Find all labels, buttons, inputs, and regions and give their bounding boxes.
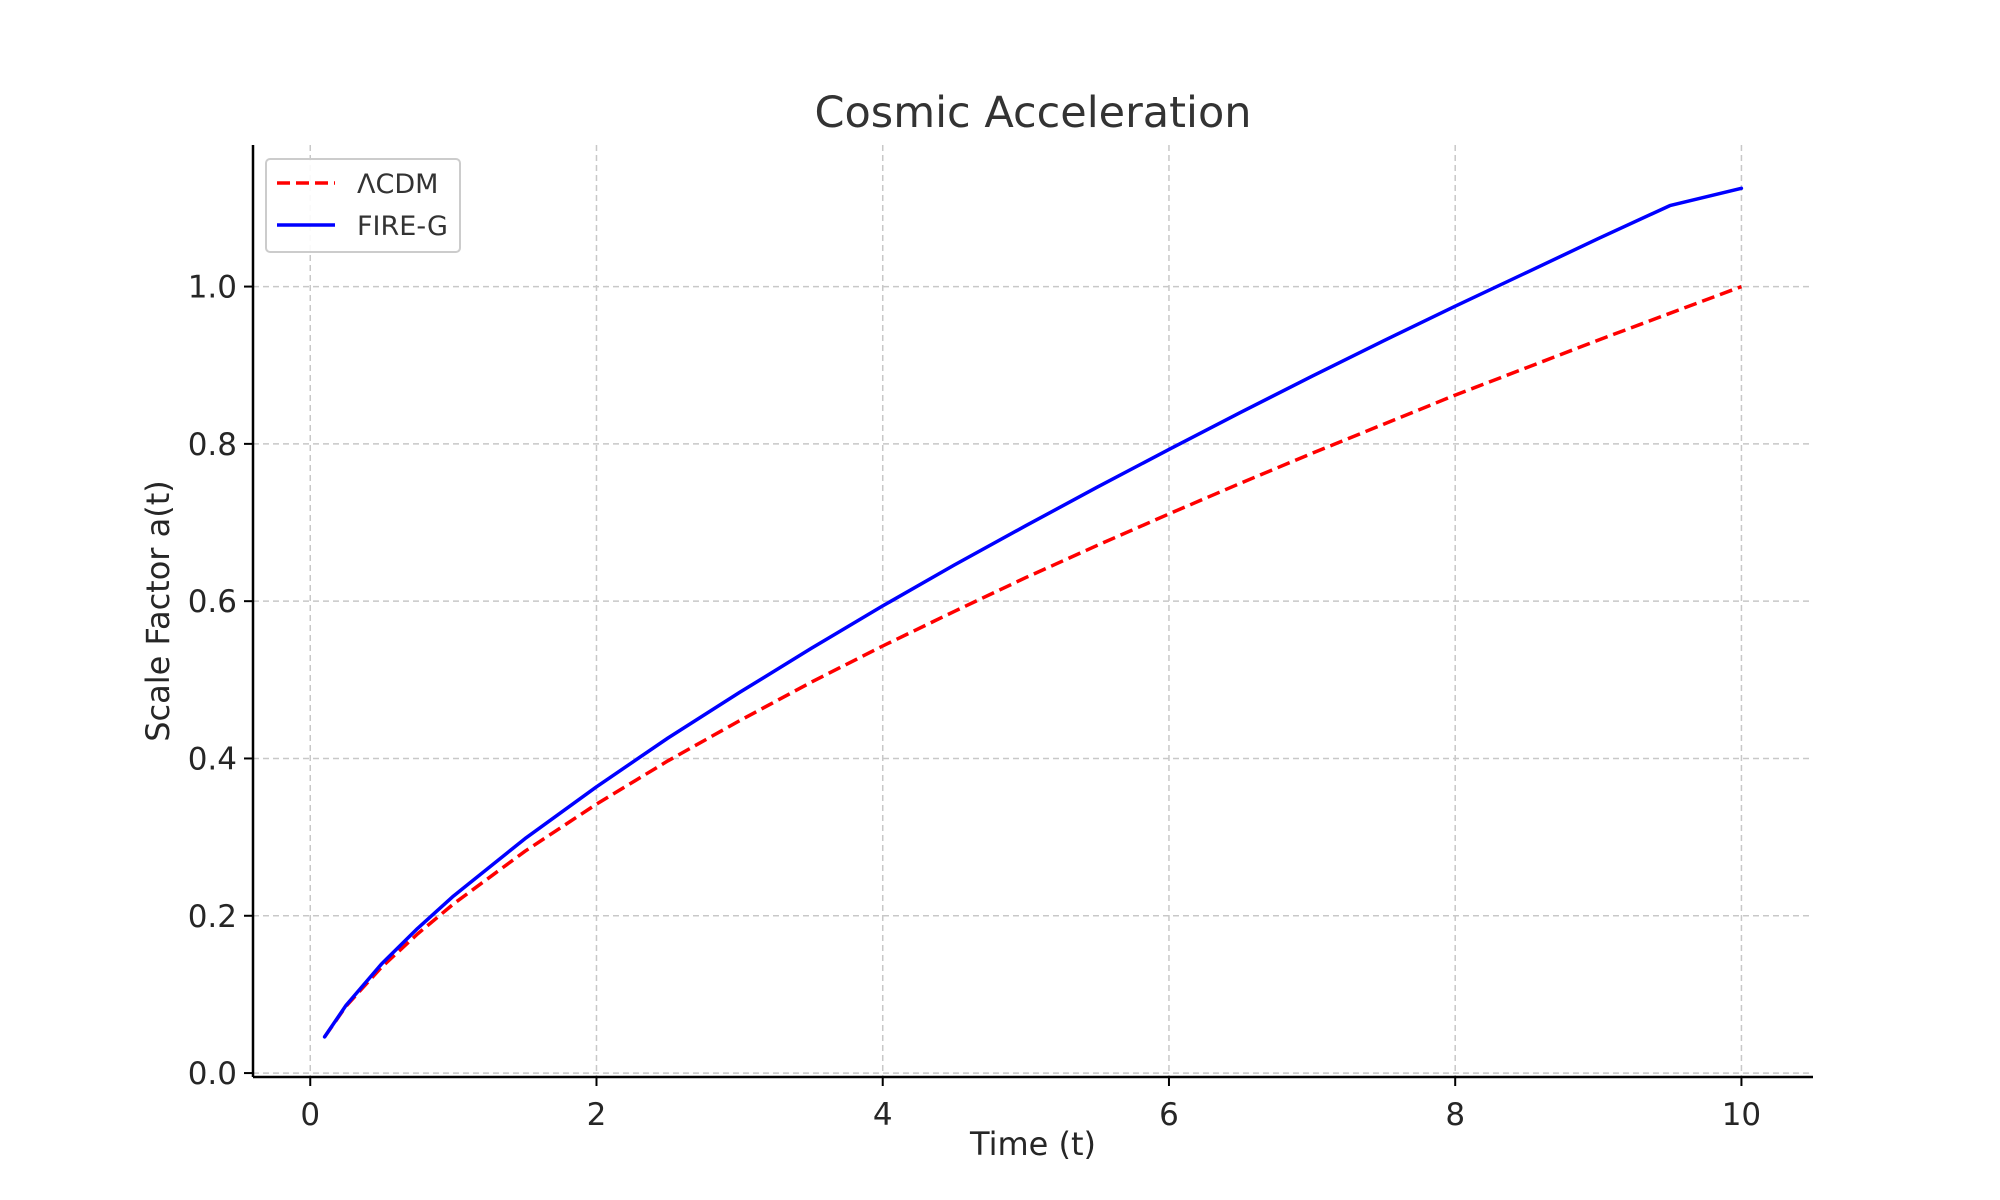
legend-label-lcdm: ΛCDM [357,169,438,200]
axes-spines [251,145,1813,1079]
legend: ΛCDM FIRE-G [265,158,461,253]
y-tick-label: 0.6 [188,584,237,620]
series-lines [322,186,1744,1039]
grid-lines [253,145,1813,1077]
x-tick-label: 10 [1722,1097,1761,1133]
axis-ticks: 0 2 4 6 8 10 0.0 0.2 0.4 0.6 0.8 1.0 [188,270,1761,1133]
x-tick-label: 4 [873,1097,893,1133]
series-line-fire-g [322,186,1744,1039]
x-tick-label: 2 [587,1097,607,1133]
chart-title: Cosmic Acceleration [814,88,1251,138]
y-tick-label: 0.4 [188,741,237,777]
y-tick-label: 1.0 [188,270,237,306]
x-tick-label: 6 [1159,1097,1179,1133]
y-tick-label: 0.0 [188,1056,237,1092]
y-tick-label: 0.2 [188,899,237,935]
x-tick-label: 8 [1445,1097,1465,1133]
y-tick-label: 0.8 [188,427,237,463]
y-axis-label: Scale Factor a(t) [139,480,177,742]
x-axis-label: Time (t) [969,1125,1096,1163]
legend-label-fire-g: FIRE-G [357,211,448,242]
legend-box [265,158,461,253]
series-line-lcdm [323,284,1743,1038]
x-tick-label: 0 [300,1097,320,1133]
